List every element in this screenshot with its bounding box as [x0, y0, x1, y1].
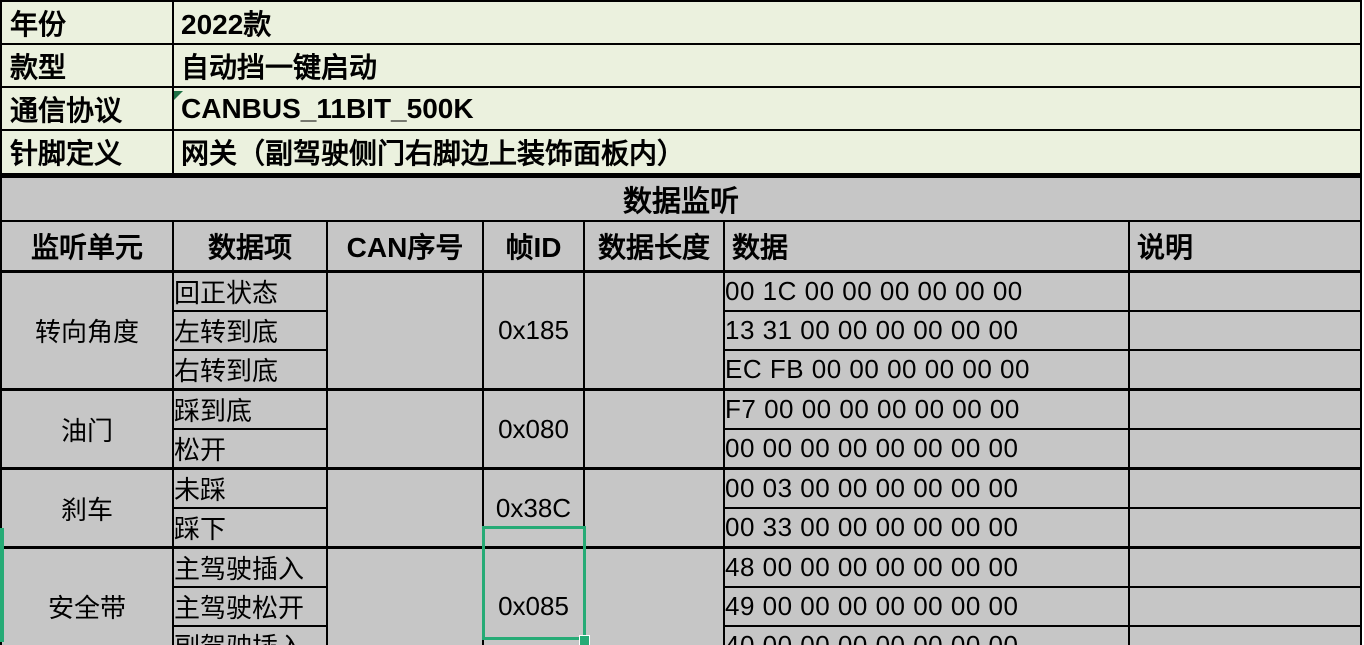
info-row-year: 年份 2022款 — [0, 0, 1363, 45]
data-length-cell[interactable] — [583, 388, 725, 470]
year-value-cell[interactable]: 2022款 — [171, 0, 1363, 45]
can-seq-cell[interactable] — [326, 388, 484, 470]
info-row-pin: 针脚定义 网关（副驾驶侧门右脚边上装饰面板内） — [0, 129, 1363, 177]
data-bytes-cell[interactable]: 48 00 00 00 00 00 00 00 — [723, 546, 1130, 588]
unit-cell-throttle[interactable]: 油门 — [0, 388, 174, 470]
data-item-cell[interactable]: 回正状态 — [172, 270, 328, 312]
unit-cell-brake[interactable]: 刹车 — [0, 467, 174, 549]
header-cell-unit[interactable]: 监听单元 — [0, 220, 174, 273]
note-cell[interactable] — [1127, 388, 1363, 430]
protocol-value-cell[interactable]: CANBUS_11BIT_500K — [171, 86, 1363, 131]
cell-flag-icon — [174, 91, 183, 100]
table-row: 刹车 未踩 0x38C 00 03 00 00 00 00 00 00 — [0, 467, 1363, 549]
data-item-cell[interactable]: 踩到底 — [172, 388, 328, 430]
header-cell-data-length[interactable]: 数据长度 — [583, 220, 725, 273]
info-row-protocol: 通信协议 CANBUS_11BIT_500K — [0, 86, 1363, 131]
data-bytes-cell[interactable]: 00 33 00 00 00 00 00 00 — [723, 507, 1130, 549]
table-row: 主驾驶松开 49 00 00 00 00 00 00 00 — [1, 586, 1363, 627]
protocol-label-cell[interactable]: 通信协议 — [0, 86, 174, 131]
data-item-cell[interactable]: 主驾驶松开 — [172, 586, 328, 627]
header-cell-note[interactable]: 说明 — [1127, 220, 1363, 273]
header-cell-frame-id[interactable]: 帧ID — [482, 220, 585, 273]
model-value-cell[interactable]: 自动挡一键启动 — [171, 43, 1363, 88]
data-item-cell[interactable]: 右转到底 — [172, 349, 328, 391]
table-row: 左转到底 13 31 00 00 00 00 00 00 — [1, 310, 1363, 351]
frame-id-cell[interactable]: 0x080 — [482, 388, 585, 470]
data-item-cell[interactable]: 松开 — [172, 428, 328, 470]
header-cell-data[interactable]: 数据 — [723, 220, 1130, 273]
unit-cell-steering[interactable]: 转向角度 — [0, 270, 174, 391]
frame-id-cell[interactable]: 0x185 — [482, 270, 585, 391]
frame-id-cell-selected[interactable]: 0x085 — [482, 546, 585, 645]
note-cell[interactable] — [1127, 507, 1363, 549]
data-item-cell[interactable]: 未踩 — [172, 467, 328, 509]
model-label-cell[interactable]: 款型 — [0, 43, 174, 88]
frame-id-cell[interactable]: 0x38C — [482, 467, 585, 549]
note-cell[interactable] — [1127, 270, 1363, 312]
info-row-model: 款型 自动挡一键启动 — [0, 43, 1363, 88]
can-seq-cell[interactable] — [326, 270, 484, 391]
selection-fill-handle-icon[interactable] — [579, 635, 590, 645]
data-item-cell[interactable]: 踩下 — [172, 507, 328, 549]
row-selection-strip — [0, 528, 4, 642]
can-seq-cell[interactable] — [326, 546, 484, 645]
pin-label-cell[interactable]: 针脚定义 — [0, 129, 174, 177]
data-item-cell[interactable]: 副驾驶插入 — [172, 625, 328, 645]
data-length-cell[interactable] — [583, 467, 725, 549]
note-cell[interactable] — [1127, 349, 1363, 391]
data-item-cell[interactable]: 主驾驶插入 — [172, 546, 328, 588]
table-row: 安全带 主驾驶插入 0x085 48 00 00 00 00 00 00 00 — [0, 546, 1363, 645]
header-row: 监听单元 数据项 CAN序号 帧ID 数据长度 数据 说明 — [0, 220, 1363, 273]
data-bytes-cell[interactable]: 00 00 00 00 00 00 00 00 — [723, 428, 1130, 470]
data-item-cell[interactable]: 左转到底 — [172, 310, 328, 351]
header-cell-item[interactable]: 数据项 — [172, 220, 328, 273]
data-bytes-cell[interactable]: F7 00 00 00 00 00 00 00 — [723, 388, 1130, 430]
pin-value-cell[interactable]: 网关（副驾驶侧门右脚边上装饰面板内） — [171, 129, 1363, 177]
table-row: 踩下 00 33 00 00 00 00 00 00 — [1, 507, 1363, 549]
banner-cell[interactable]: 数据监听 — [0, 173, 1363, 222]
table-row: 转向角度 回正状态 0x185 00 1C 00 00 00 00 00 00 — [0, 270, 1363, 391]
data-bytes-cell[interactable]: EC FB 00 00 00 00 00 00 — [723, 349, 1130, 391]
can-seq-cell[interactable] — [326, 467, 484, 549]
table-row: 副驾驶插入 40 00 00 00 00 00 00 00 — [1, 625, 1363, 645]
table-row: 右转到底 EC FB 00 00 00 00 00 00 — [1, 349, 1363, 391]
year-label-cell[interactable]: 年份 — [0, 0, 174, 45]
note-cell[interactable] — [1127, 586, 1363, 627]
banner-row: 数据监听 — [0, 173, 1363, 222]
data-bytes-cell[interactable]: 13 31 00 00 00 00 00 00 — [723, 310, 1130, 351]
unit-cell-seatbelt[interactable]: 安全带 — [0, 546, 174, 645]
table-row: 油门 踩到底 0x080 F7 00 00 00 00 00 00 00 — [0, 388, 1363, 470]
data-bytes-cell[interactable]: 40 00 00 00 00 00 00 00 — [723, 625, 1130, 645]
note-cell[interactable] — [1127, 467, 1363, 509]
data-length-cell[interactable] — [583, 546, 725, 645]
header-cell-can-seq[interactable]: CAN序号 — [326, 220, 484, 273]
note-cell[interactable] — [1127, 546, 1363, 588]
note-cell[interactable] — [1127, 625, 1363, 645]
data-bytes-cell[interactable]: 00 03 00 00 00 00 00 00 — [723, 467, 1130, 509]
data-bytes-cell[interactable]: 49 00 00 00 00 00 00 00 — [723, 586, 1130, 627]
data-length-cell[interactable] — [583, 270, 725, 391]
table-row: 松开 00 00 00 00 00 00 00 00 — [1, 428, 1363, 470]
data-bytes-cell[interactable]: 00 1C 00 00 00 00 00 00 — [723, 270, 1130, 312]
note-cell[interactable] — [1127, 310, 1363, 351]
note-cell[interactable] — [1127, 428, 1363, 470]
